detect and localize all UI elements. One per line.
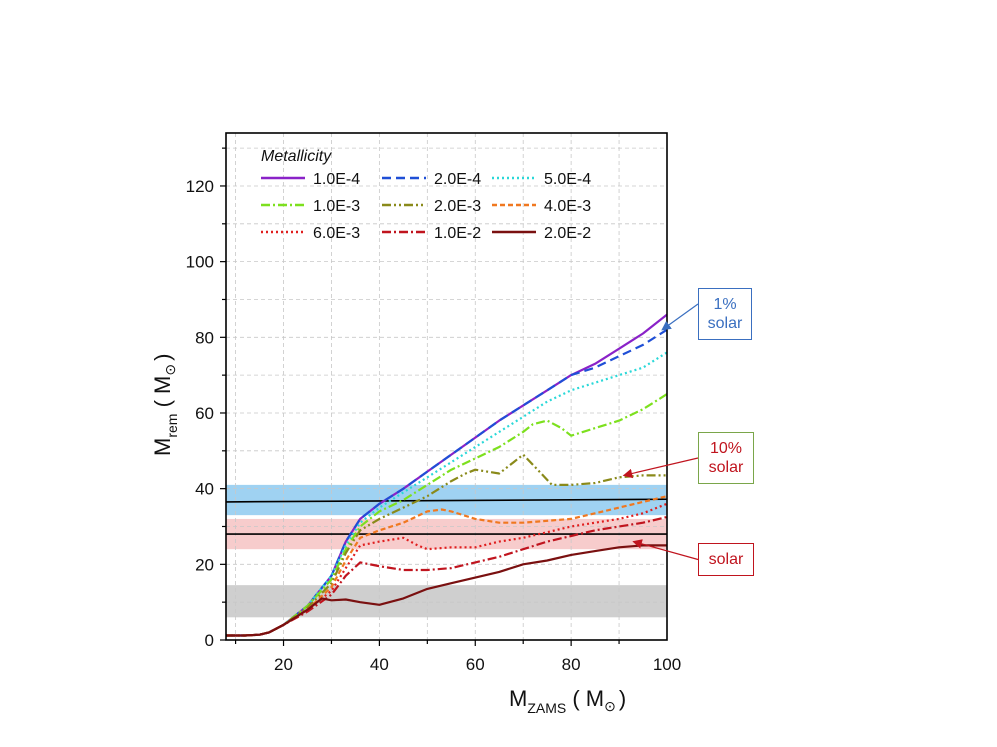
x-tick-label-20: 20 xyxy=(274,655,293,674)
annotation-box-0: 1% solar xyxy=(698,288,752,340)
legend-label-4: 2.0E-3 xyxy=(434,198,481,215)
annotation-arrow-2 xyxy=(632,539,699,561)
legend-label-5: 4.0E-3 xyxy=(544,198,591,215)
y-tick-label-100: 100 xyxy=(186,253,214,272)
series-line-8 xyxy=(226,544,667,637)
annotation-arrow-0 xyxy=(661,303,699,331)
legend-label-3: 1.0E-3 xyxy=(313,198,360,215)
x-axis-label: MZAMS ( M⊙) xyxy=(509,686,626,716)
legend: Metallicity 1.0E-4 2.0E-4 5.0E-4 1.0E-3 2.0E… xyxy=(261,148,591,242)
legend-title: Metallicity xyxy=(261,148,332,165)
y-tick-label-80: 80 xyxy=(195,328,214,347)
x-tick-label-100: 100 xyxy=(653,655,681,674)
legend-label-0: 1.0E-4 xyxy=(313,171,360,188)
y-tick-label-120: 120 xyxy=(186,177,214,196)
band-2 xyxy=(226,585,667,618)
annotation-box-2: solar xyxy=(698,543,754,576)
x-tick-label-60: 60 xyxy=(466,655,485,674)
y-axis-label: Mrem ( M⊙) xyxy=(150,354,180,456)
legend-label-8: 2.0E-2 xyxy=(544,225,591,242)
legend-label-2: 5.0E-4 xyxy=(544,171,591,188)
grid xyxy=(226,133,667,640)
annotation-text-0-1: solar xyxy=(707,315,743,332)
legend-label-1: 2.0E-4 xyxy=(434,171,481,188)
annotation-text-2-0: solar xyxy=(708,551,744,568)
annotation-text-1-0: 10% xyxy=(709,440,743,457)
series-line-4 xyxy=(226,453,667,637)
y-tick-label-20: 20 xyxy=(195,555,214,574)
annotation-arrow-1 xyxy=(622,457,699,479)
y-tick-label-60: 60 xyxy=(195,404,214,423)
y-tick-label-40: 40 xyxy=(195,480,214,499)
annotation-text-0-0: 1% xyxy=(713,296,737,313)
x-tick-label-40: 40 xyxy=(370,655,389,674)
plot-frame xyxy=(225,132,668,641)
y-tick-label-0: 0 xyxy=(205,631,214,650)
x-tick-label-80: 80 xyxy=(562,655,581,674)
reference-lines xyxy=(226,498,667,535)
annotation-text-1-1: solar xyxy=(708,459,744,476)
annotation-box-1: 10% solar xyxy=(698,432,754,484)
legend-label-7: 1.0E-2 xyxy=(434,225,481,242)
series-line-1 xyxy=(226,328,667,637)
legend-label-6: 6.0E-3 xyxy=(313,225,360,242)
axis-ticks: 20 40 60 80 100 0 20 40 60 80 100 120 xyxy=(186,147,681,674)
series-line-6 xyxy=(226,502,667,637)
reference-line-0 xyxy=(226,498,667,503)
annotation-arrows xyxy=(622,303,699,561)
series-lines xyxy=(226,313,667,637)
series-line-5 xyxy=(226,495,667,637)
